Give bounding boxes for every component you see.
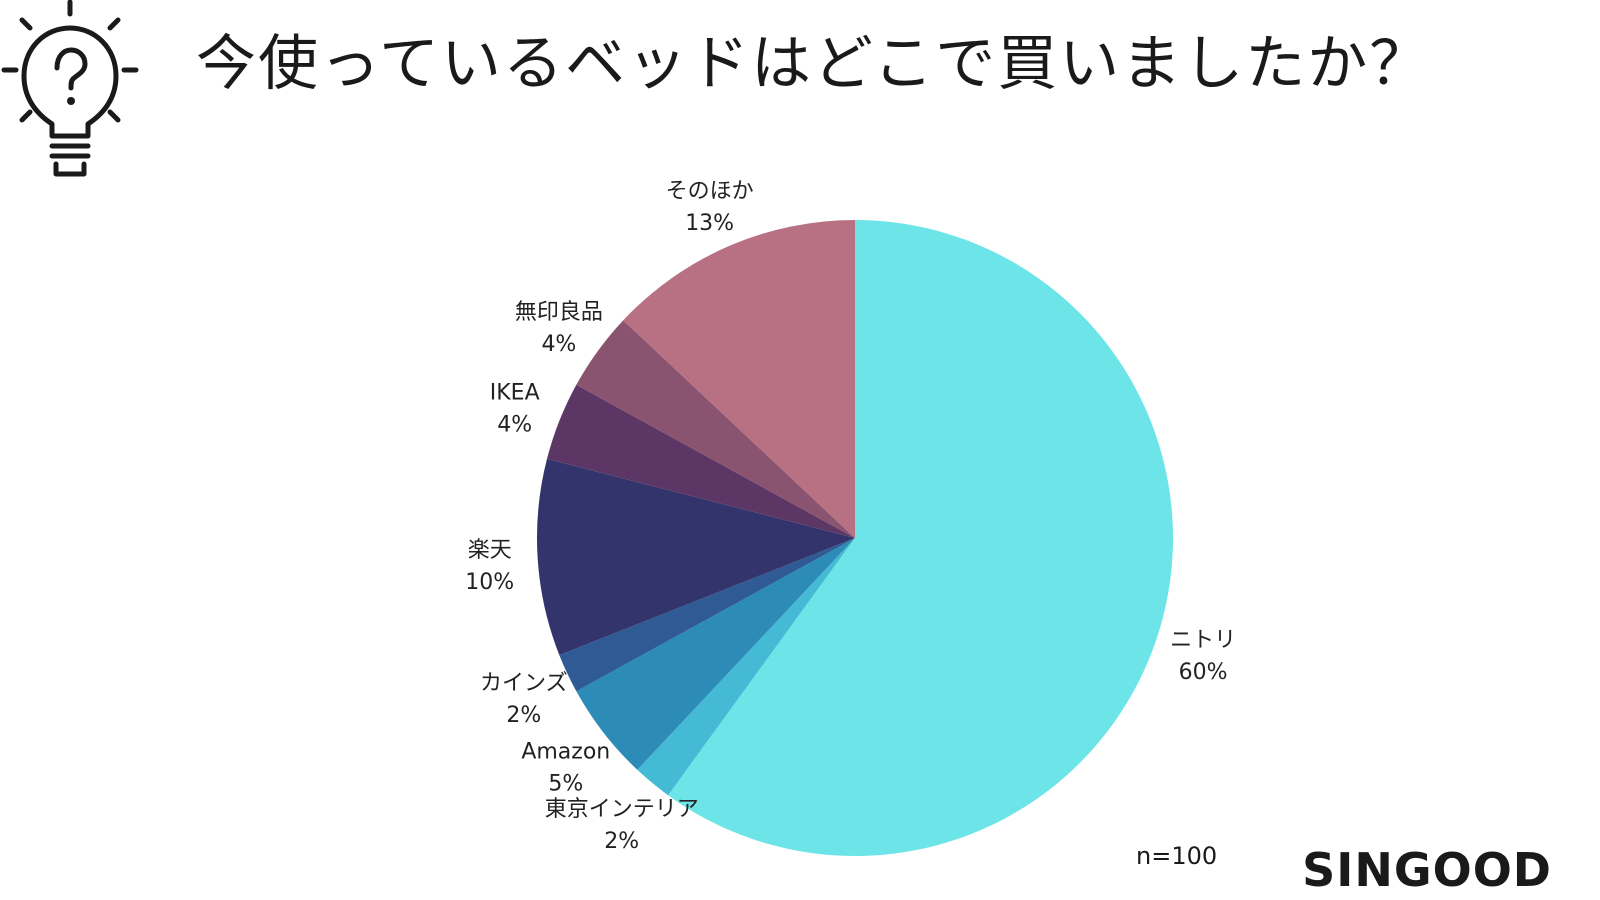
slice-value-label: 2% <box>506 703 541 728</box>
pie-slice-1 <box>637 538 855 796</box>
slice-label: 無印良品 <box>515 300 603 325</box>
slice-label: 楽天 <box>468 538 512 563</box>
brand-logo: SINGOOD <box>1302 843 1552 897</box>
slice-value-label: 60% <box>1179 660 1228 685</box>
pie-slice-3 <box>559 538 855 692</box>
lightbulb-question-icon <box>1 0 139 177</box>
slice-value-label: 4% <box>497 412 532 437</box>
slice-label: そのほか <box>666 179 754 204</box>
slice-label: カインズ <box>480 671 568 696</box>
slice-label: 東京インテリア <box>545 797 699 822</box>
slice-label: Amazon <box>521 739 610 764</box>
slice-value-label: 2% <box>604 829 639 854</box>
pie-slice-6 <box>576 320 855 538</box>
slice-value-label: 13% <box>685 211 734 236</box>
pie-slice-7 <box>623 220 855 538</box>
slice-value-label: 10% <box>465 570 514 595</box>
sample-size-note: n=100 <box>1136 842 1218 870</box>
slice-label: IKEA <box>490 380 540 405</box>
page-title: 今使っているベッドはどこで買いましたか？ <box>196 29 1432 99</box>
slice-label: ニトリ <box>1170 628 1236 653</box>
pie-slice-ikea <box>546 384 855 538</box>
slice-value-label: 4% <box>541 332 576 357</box>
slice-value-label: 5% <box>548 771 583 796</box>
pie-slice-4 <box>537 458 855 656</box>
pie-slice-amazon <box>576 538 855 770</box>
pie-slice-0 <box>668 220 1174 857</box>
